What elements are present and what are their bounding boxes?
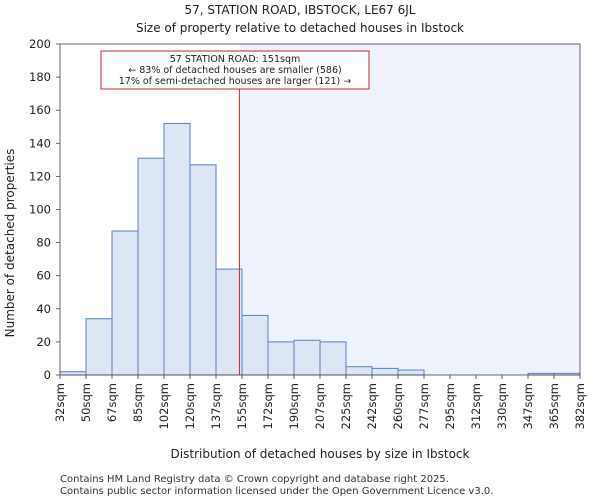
chart-subtitle: Size of property relative to detached ho… xyxy=(136,21,464,35)
x-tick-label: 172sqm xyxy=(261,383,275,429)
bar xyxy=(319,341,347,376)
x-tick-label: 137sqm xyxy=(209,383,223,429)
annotation-box: 57 STATION ROAD: 151sqm ← 83% of detache… xyxy=(100,50,370,90)
footer-line-1: Contains HM Land Registry data © Crown c… xyxy=(60,474,449,485)
chart-title: 57, STATION ROAD, IBSTOCK, LE67 6JL xyxy=(185,3,416,17)
bar xyxy=(59,371,87,376)
x-tick-label: 50sqm xyxy=(79,383,93,422)
x-tick-label: 32sqm xyxy=(53,383,67,422)
y-tick-label: 180 xyxy=(29,70,51,84)
x-tick-label: 382sqm xyxy=(573,383,587,429)
x-tick-label: 102sqm xyxy=(157,383,171,429)
y-tick-label: 0 xyxy=(44,368,51,382)
x-tick-label: 330sqm xyxy=(495,383,509,429)
bar xyxy=(345,366,373,376)
x-tick-label: 207sqm xyxy=(313,383,327,429)
y-tick-label: 140 xyxy=(29,136,51,150)
bar xyxy=(215,268,243,376)
y-tick-label: 60 xyxy=(36,269,51,283)
x-tick-label: 242sqm xyxy=(365,383,379,429)
bar xyxy=(241,314,269,376)
y-axis-label: Number of detached properties xyxy=(3,149,17,338)
bar xyxy=(137,157,165,376)
y-tick-label: 100 xyxy=(29,203,51,217)
footer-line-2: Contains public sector information licen… xyxy=(60,486,493,497)
x-axis-label: Distribution of detached houses by size … xyxy=(171,447,470,461)
x-tick-label: 347sqm xyxy=(521,383,535,429)
y-tick-label: 40 xyxy=(36,302,51,316)
y-tick-label: 120 xyxy=(29,169,51,183)
x-tick-label: 120sqm xyxy=(183,383,197,429)
x-tick-label: 225sqm xyxy=(339,383,353,429)
x-tick-label: 312sqm xyxy=(469,383,483,429)
x-tick-label: 67sqm xyxy=(105,383,119,422)
larger-region-shading xyxy=(239,44,580,375)
bar xyxy=(293,339,321,376)
annotation-line-1: 57 STATION ROAD: 151sqm xyxy=(170,54,301,65)
bar xyxy=(371,367,399,376)
bar xyxy=(397,369,425,376)
y-tick-label: 160 xyxy=(29,103,51,117)
annotation-frame xyxy=(100,50,370,90)
y-tick-label: 200 xyxy=(29,37,51,51)
bar xyxy=(163,122,191,376)
x-tick-label: 295sqm xyxy=(443,383,457,429)
x-tick-label: 260sqm xyxy=(391,383,405,429)
y-tick-label: 20 xyxy=(36,335,51,349)
bar xyxy=(189,164,217,376)
annotation-line-3: 17% of semi-detached houses are larger (… xyxy=(119,76,352,87)
x-tick-label: 155sqm xyxy=(235,383,249,429)
x-tick-label: 190sqm xyxy=(287,383,301,429)
y-tick-label: 80 xyxy=(36,236,51,250)
bar xyxy=(85,318,113,376)
x-tick-label: 277sqm xyxy=(417,383,431,429)
x-tick-label: 365sqm xyxy=(547,383,561,429)
bar xyxy=(111,230,139,376)
x-tick-label: 85sqm xyxy=(131,383,145,422)
bar xyxy=(267,341,295,376)
annotation-line-2: ← 83% of detached houses are smaller (58… xyxy=(128,65,341,76)
